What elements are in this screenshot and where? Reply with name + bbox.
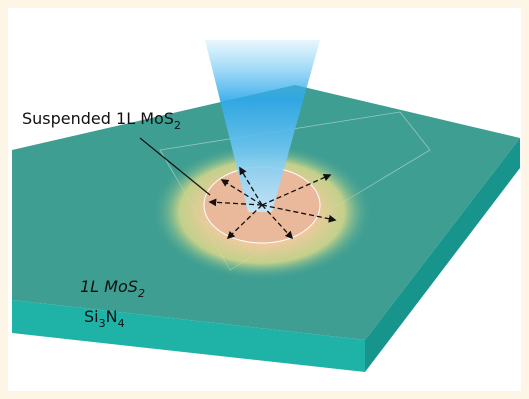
label-sub: 4: [118, 317, 125, 330]
label-sub: 2: [138, 287, 145, 300]
label-text: N: [106, 307, 118, 326]
illustration: Suspended 1L MoS2 1L MoS2 Si3N4: [0, 0, 529, 399]
label-text: Si: [84, 307, 99, 326]
label-sub: 2: [174, 119, 181, 132]
page: Suspended 1L MoS2 1L MoS2 Si3N4 (() => {…: [0, 0, 529, 399]
label-text: Suspended 1L MoS: [22, 109, 174, 128]
label-text: 1L MoS: [80, 277, 138, 296]
label-sub: 3: [99, 317, 106, 330]
